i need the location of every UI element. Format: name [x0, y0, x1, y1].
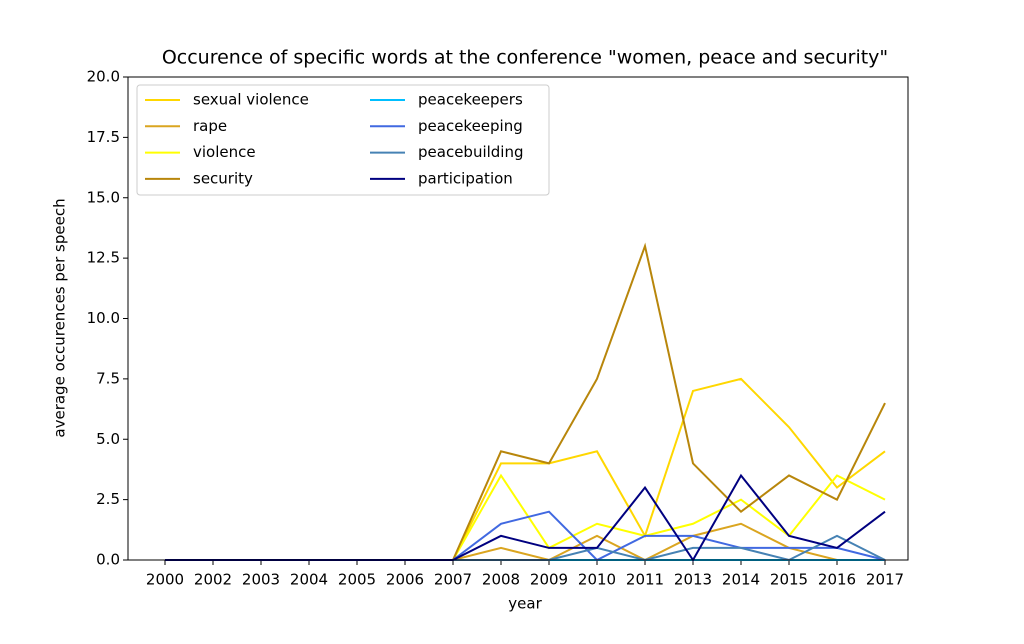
y-tick-label: 17.5	[87, 128, 120, 146]
line-series	[165, 377, 886, 561]
y-tick-label: 5.0	[96, 430, 120, 448]
legend-label: peacekeeping	[418, 117, 523, 135]
x-tick-label: 2007	[434, 571, 472, 589]
x-tick-label: 2008	[482, 571, 520, 589]
x-axis-label: year	[508, 595, 542, 613]
y-tick-label: 12.5	[87, 249, 120, 267]
plot-frame	[127, 76, 909, 561]
x-tick-label: 2000	[146, 571, 184, 589]
x-tick-label: 2017	[866, 571, 904, 589]
chart-title: Occurence of specific words at the confe…	[162, 47, 888, 69]
legend-label: violence	[193, 143, 256, 161]
x-tick-label: 2004	[290, 571, 328, 589]
y-tick-label: 2.5	[96, 490, 120, 508]
y-tick-label: 7.5	[96, 369, 120, 387]
x-tick-label: 2006	[386, 571, 424, 589]
x-tick-label: 2009	[530, 571, 568, 589]
x-tick-label: 2014	[722, 571, 760, 589]
x-tick-label: 2003	[242, 571, 280, 589]
x-tick-label: 2005	[338, 571, 376, 589]
x-tick-label: 2016	[818, 571, 856, 589]
legend-box	[136, 84, 550, 196]
y-tick-label: 15.0	[87, 188, 120, 206]
x-tick-label: 2011	[626, 571, 664, 589]
x-tick-label: 2002	[194, 571, 232, 589]
legend-label: participation	[418, 169, 513, 187]
legend-label: sexual violence	[193, 91, 309, 109]
legend-label: security	[193, 169, 253, 187]
line-series	[165, 510, 886, 562]
legend-label: peacekeepers	[418, 91, 523, 109]
x-tick-label: 2013	[674, 571, 712, 589]
y-tick-label: 20.0	[87, 68, 120, 86]
y-tick-label: 0.0	[96, 551, 120, 569]
y-tick-label: 10.0	[87, 309, 120, 327]
x-tick-label: 2010	[578, 571, 616, 589]
x-tick-label: 2015	[770, 571, 808, 589]
y-axis-label: average occurences per speech	[51, 198, 69, 437]
legend-label: peacebuilding	[418, 143, 524, 161]
legend-label: rape	[193, 117, 227, 135]
